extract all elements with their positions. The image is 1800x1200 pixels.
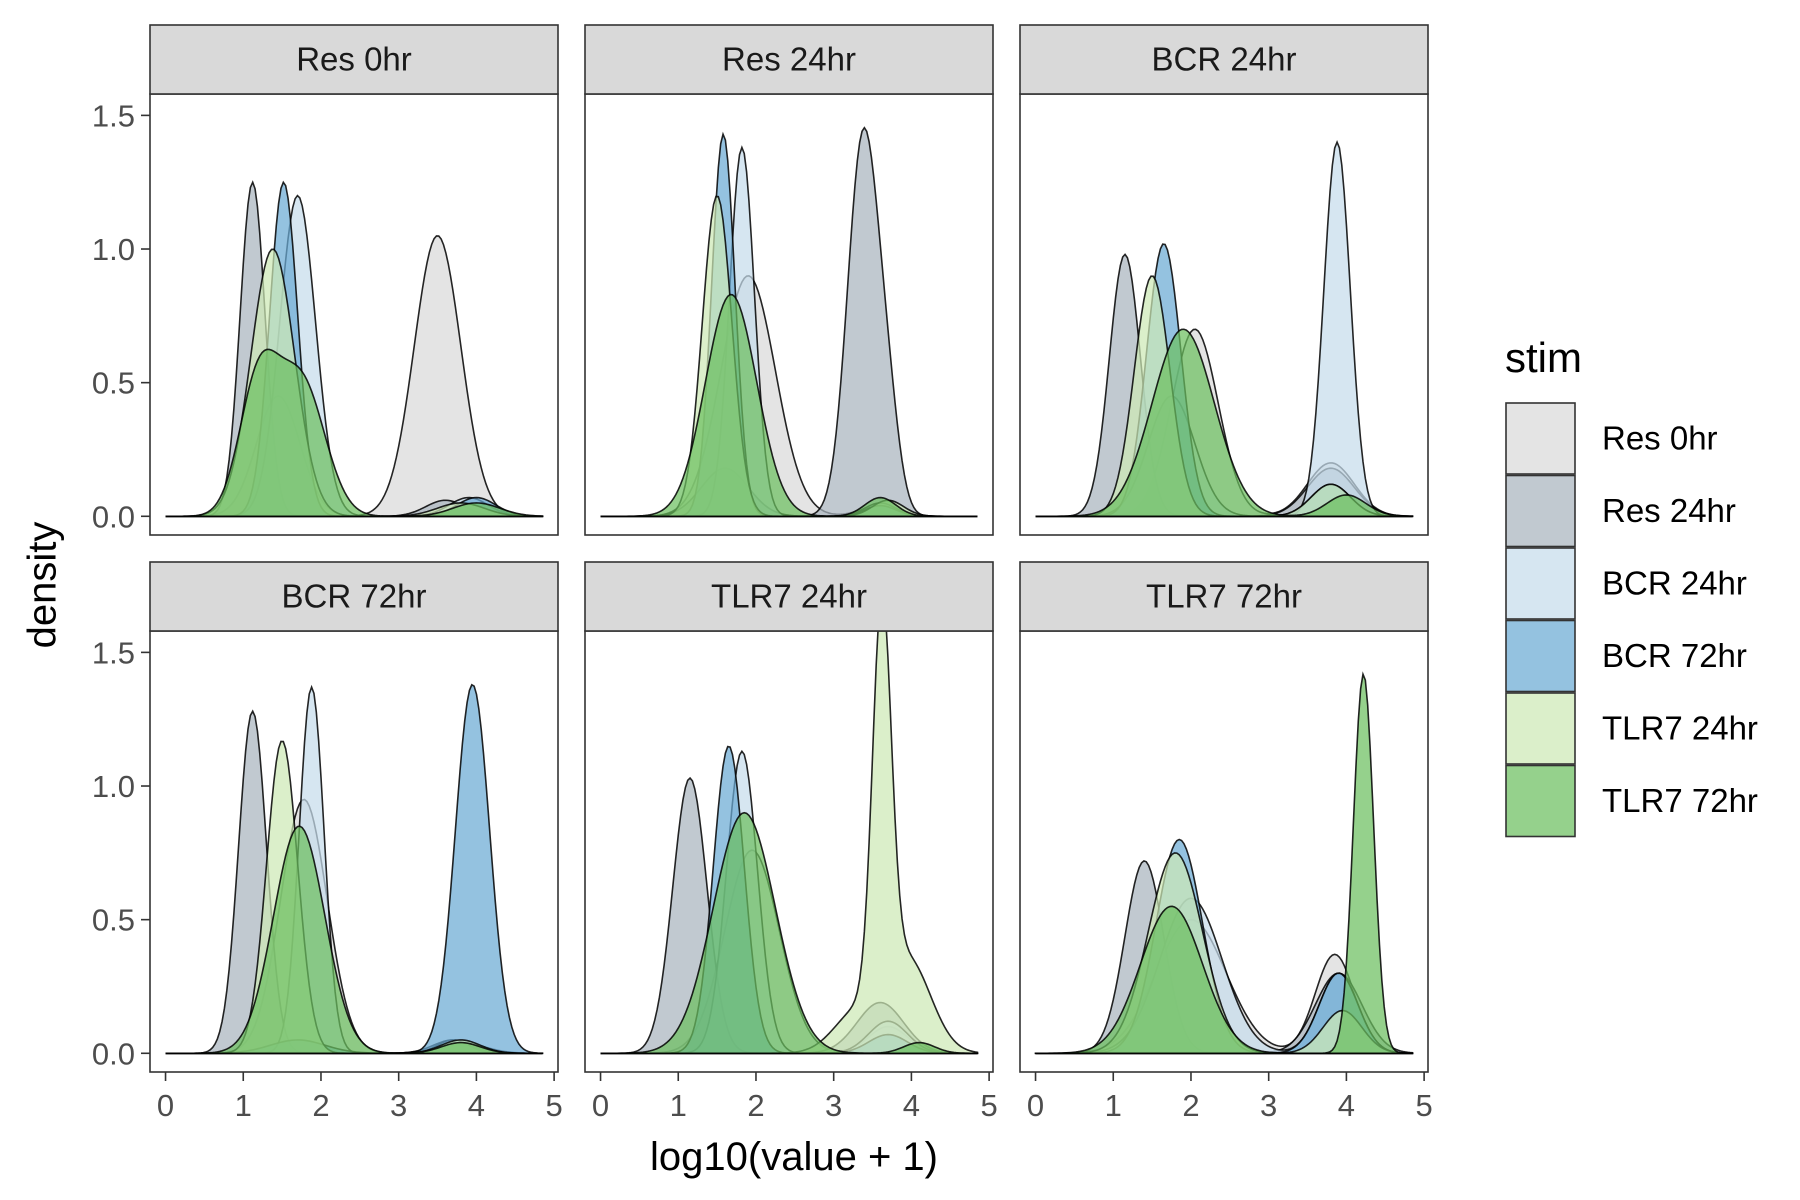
legend: stim Res 0hr Res 24hr BCR 24hr BCR 72hr TLR7… — [1505, 334, 1758, 838]
facet-strip — [584, 24, 994, 95]
facet-panel: TLR7 24hr 0 1 2 3 4 5 — [584, 561, 998, 1123]
facet-panel: BCR 72hr 0.0 0.5 1.0 1.5 0 1 2 3 4 5 — [92, 561, 563, 1123]
x-tick-label: 2 — [312, 1088, 329, 1123]
facet-strip — [149, 561, 559, 632]
facet-strip-label: BCR 72hr — [282, 578, 427, 615]
facet-strip — [1019, 24, 1429, 95]
x-tick-label: 1 — [670, 1088, 687, 1123]
facet-panel: BCR 24hr — [1019, 24, 1429, 536]
facet-strip-label: TLR7 24hr — [711, 578, 867, 615]
y-tick-label: 1.5 — [92, 98, 135, 133]
y-tick-label: 0.5 — [92, 366, 135, 401]
x-tick-label: 0 — [592, 1088, 609, 1123]
x-tick-label: 2 — [747, 1088, 764, 1123]
y-axis-title: density — [21, 522, 65, 649]
x-tick-label: 3 — [390, 1088, 407, 1123]
x-tick-label: 1 — [235, 1088, 252, 1123]
x-tick-label: 1 — [1105, 1088, 1122, 1123]
legend-label: TLR7 72hr — [1602, 782, 1758, 819]
x-tick-label: 3 — [825, 1088, 842, 1123]
x-axis-title: log10(value + 1) — [650, 1135, 938, 1179]
facet-strip — [584, 561, 994, 632]
facet-panel: Res 0hr 0.0 0.5 1.0 1.5 — [92, 24, 559, 536]
legend-label: TLR7 24hr — [1602, 710, 1758, 747]
x-tick-label: 3 — [1260, 1088, 1277, 1123]
legend-item: TLR7 24hr — [1505, 692, 1758, 765]
facet-strip-label: Res 24hr — [722, 41, 856, 78]
density-area-tlr7-72hr — [1035, 328, 1414, 518]
x-tick-label: 4 — [903, 1088, 920, 1123]
legend-keys: Res 0hr Res 24hr BCR 24hr BCR 72hr TLR7 24hr… — [1505, 402, 1758, 838]
x-tick-label: 2 — [1182, 1088, 1199, 1123]
legend-label: Res 0hr — [1602, 420, 1718, 457]
legend-key — [1505, 764, 1576, 838]
x-tick-label: 0 — [157, 1088, 174, 1123]
legend-key — [1505, 547, 1576, 620]
legend-item: BCR 24hr — [1505, 547, 1747, 620]
y-tick-label: 0.0 — [92, 1036, 135, 1071]
facet-strip-label: BCR 24hr — [1152, 41, 1297, 78]
panel-background — [150, 94, 558, 535]
x-tick-label: 5 — [1415, 1088, 1432, 1123]
legend-item: BCR 72hr — [1505, 619, 1747, 693]
x-tick-label: 5 — [980, 1088, 997, 1123]
y-tick-label: 1.0 — [92, 769, 135, 804]
legend-key — [1505, 619, 1576, 693]
y-tick-label: 1.5 — [92, 635, 135, 670]
x-tick-label: 4 — [1338, 1088, 1355, 1123]
legend-label: BCR 24hr — [1602, 565, 1747, 602]
facet-panel: Res 24hr — [584, 24, 994, 536]
legend-key — [1505, 692, 1576, 765]
facet-strip-label: TLR7 72hr — [1146, 578, 1302, 615]
facet-strip-label: Res 0hr — [296, 41, 412, 78]
legend-item: Res 0hr — [1505, 402, 1718, 475]
legend-item: Res 24hr — [1505, 474, 1736, 548]
legend-label: BCR 72hr — [1602, 637, 1747, 674]
y-tick-label: 1.0 — [92, 232, 135, 267]
facet-panel: TLR7 72hr 0 1 2 3 4 5 — [1019, 561, 1433, 1123]
x-tick-label: 0 — [1027, 1088, 1044, 1123]
facet-strip — [1019, 561, 1429, 632]
density-area-tlr7-72hr — [600, 811, 979, 1055]
density-area-tlr7-72hr — [165, 825, 543, 1055]
legend-key — [1505, 402, 1576, 475]
facet-grid: Res 0hr 0.0 0.5 1.0 1.5 Res 24hr BCR 24hr BCR 7… — [92, 24, 1433, 1123]
density-area-tlr7-72hr — [600, 293, 978, 518]
y-tick-label: 0.0 — [92, 499, 135, 534]
density-area-tlr7-72hr — [1034, 671, 1413, 1055]
legend-label: Res 24hr — [1602, 492, 1736, 529]
x-tick-label: 4 — [468, 1088, 485, 1123]
x-tick-label: 5 — [545, 1088, 562, 1123]
legend-key — [1505, 474, 1576, 548]
legend-title: stim — [1505, 334, 1582, 381]
facet-strip — [149, 24, 559, 95]
legend-item: TLR7 72hr — [1505, 764, 1758, 838]
y-tick-label: 0.5 — [92, 903, 135, 938]
density-area-tlr7-72hr — [165, 348, 544, 518]
